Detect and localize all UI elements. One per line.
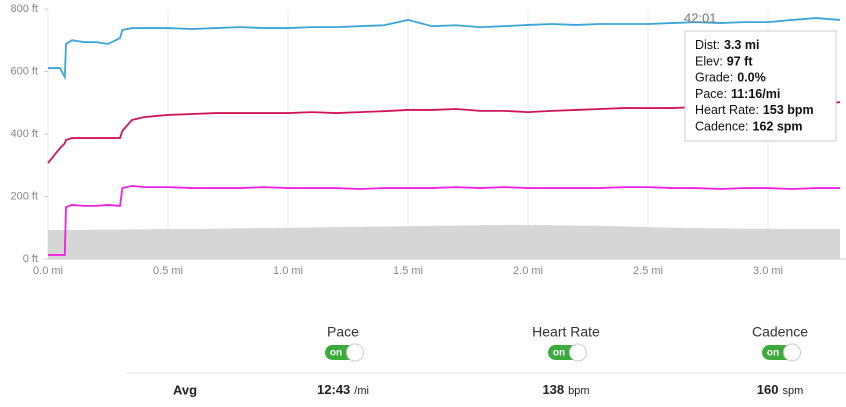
row-label: Avg: [173, 382, 197, 397]
tooltip-value: 3.3 mi: [724, 38, 759, 52]
y-tick-label: 600 ft: [10, 65, 38, 77]
x-tick-label: 1.5 mi: [393, 265, 423, 277]
toggle-knob: [569, 343, 587, 362]
value: 12:43: [317, 382, 350, 397]
toggle[interactable]: on: [325, 343, 364, 362]
x-tick-label: 2.0 mi: [513, 265, 543, 277]
data-line: [47, 101, 841, 164]
tooltip-value: 162 spm: [753, 120, 803, 134]
tooltip-label: Elev:: [695, 55, 723, 69]
x-tick-label: 1.0 mi: [273, 265, 303, 277]
toggle-knob: [346, 343, 364, 362]
tooltip-label: Heart Rate:: [695, 103, 759, 117]
column-title: Cadence: [752, 324, 808, 340]
tooltip-value: 0.0%: [737, 71, 766, 85]
tooltip-row: Pace: 11:16/mi: [695, 87, 780, 101]
toggle[interactable]: on: [762, 343, 801, 362]
data-line: [48, 17, 841, 81]
column-value: 160 spm: [757, 382, 803, 397]
data-line: [48, 184, 840, 256]
tooltip-row: Grade: 0.0%: [695, 71, 766, 85]
tooltip-row: Dist: 3.3 mi: [695, 38, 759, 52]
tooltip-time: 42:01: [684, 10, 717, 25]
tooltip-row: Cadence: 162 spm: [695, 120, 803, 134]
tooltip-value: 153 bpm: [763, 103, 814, 117]
column-value: 12:43/mi: [317, 382, 369, 397]
tooltip-label: Pace:: [695, 87, 727, 101]
tooltip-value: 11:16/mi: [731, 87, 780, 101]
y-tick-label: 400 ft: [10, 128, 38, 140]
value: 138: [542, 382, 564, 397]
tooltip-row: Elev: 97 ft: [695, 55, 753, 69]
x-tick-label: 2.5 mi: [633, 265, 663, 277]
toggle-text: on: [767, 348, 779, 359]
column-value: 138 bpm: [542, 382, 589, 397]
y-tick-label: 200 ft: [10, 190, 38, 202]
tooltip-value: 97 ft: [727, 55, 754, 69]
y-tick-label: 0 ft: [23, 253, 38, 265]
unit: spm: [782, 385, 803, 397]
toggle[interactable]: on: [548, 343, 587, 362]
value: 160: [757, 382, 779, 397]
data-area: [48, 224, 840, 259]
tooltip-label: Cadence:: [695, 120, 749, 134]
unit: /mi: [354, 385, 369, 397]
toggle-knob: [783, 343, 801, 362]
unit: bpm: [568, 385, 589, 397]
y-tick-label: 800 ft: [10, 3, 38, 15]
column-title: Pace: [327, 324, 359, 340]
x-tick-label: 3.0 mi: [753, 265, 783, 277]
tooltip-label: Dist:: [695, 38, 720, 52]
column-title: Heart Rate: [532, 324, 600, 340]
tooltip-row: Heart Rate: 153 bpm: [695, 103, 814, 117]
tooltip: [684, 30, 837, 142]
x-tick-label: 0.5 mi: [153, 265, 183, 277]
x-tick-label: 0.0 mi: [33, 265, 63, 277]
toggle-text: on: [553, 348, 565, 359]
tooltip-label: Grade:: [695, 71, 733, 85]
toggle-text: on: [330, 348, 342, 359]
